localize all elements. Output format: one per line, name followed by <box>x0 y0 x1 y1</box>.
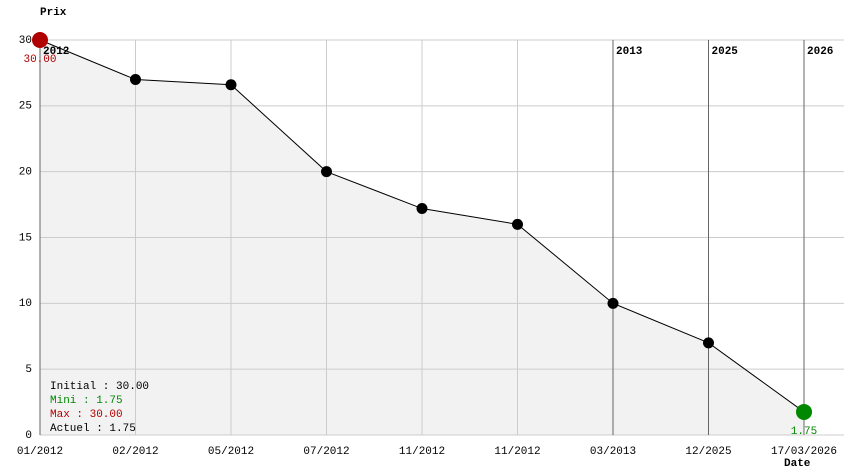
year-label: 2013 <box>616 46 643 58</box>
x-axis-label: Date <box>784 458 811 470</box>
y-tick-label: 25 <box>19 101 32 113</box>
point <box>512 218 523 230</box>
point <box>321 166 332 178</box>
summary-line: Max : 30.00 <box>50 409 123 421</box>
summary-line: Mini : 1.75 <box>50 395 123 407</box>
point <box>796 403 812 420</box>
year-label: 2026 <box>807 46 833 58</box>
year-label: 2025 <box>712 46 739 58</box>
value-label: 30.00 <box>23 54 56 66</box>
y-tick-label: 10 <box>19 298 32 310</box>
x-tick-label: 05/2012 <box>208 446 254 458</box>
point <box>416 203 428 215</box>
x-tick-label: 07/2012 <box>303 446 349 458</box>
x-tick-label: 01/2012 <box>17 446 63 458</box>
point <box>225 79 237 91</box>
x-tick-label: 12/2025 <box>685 446 731 458</box>
point <box>703 337 714 349</box>
summary-line: Initial : 30.00 <box>50 381 149 393</box>
y-tick-label: 30 <box>19 35 32 47</box>
x-tick-label: 17/03/2026 <box>771 446 837 458</box>
y-tick-label: 0 <box>25 430 32 442</box>
point <box>130 74 141 85</box>
y-tick-label: 20 <box>19 167 32 179</box>
y-axis-label: Prix <box>40 7 67 19</box>
point <box>32 32 48 48</box>
summary-line: Actuel : 1.75 <box>50 423 136 435</box>
x-tick-label: 03/2013 <box>590 446 636 458</box>
x-tick-label: 02/2012 <box>112 446 158 458</box>
x-tick-label: 11/2012 <box>494 446 540 458</box>
y-tick-label: 5 <box>25 364 32 376</box>
value-label: 1.75 <box>791 426 817 438</box>
y-tick-label: 15 <box>19 232 32 244</box>
x-tick-label: 11/2012 <box>399 446 445 458</box>
point <box>607 297 619 309</box>
